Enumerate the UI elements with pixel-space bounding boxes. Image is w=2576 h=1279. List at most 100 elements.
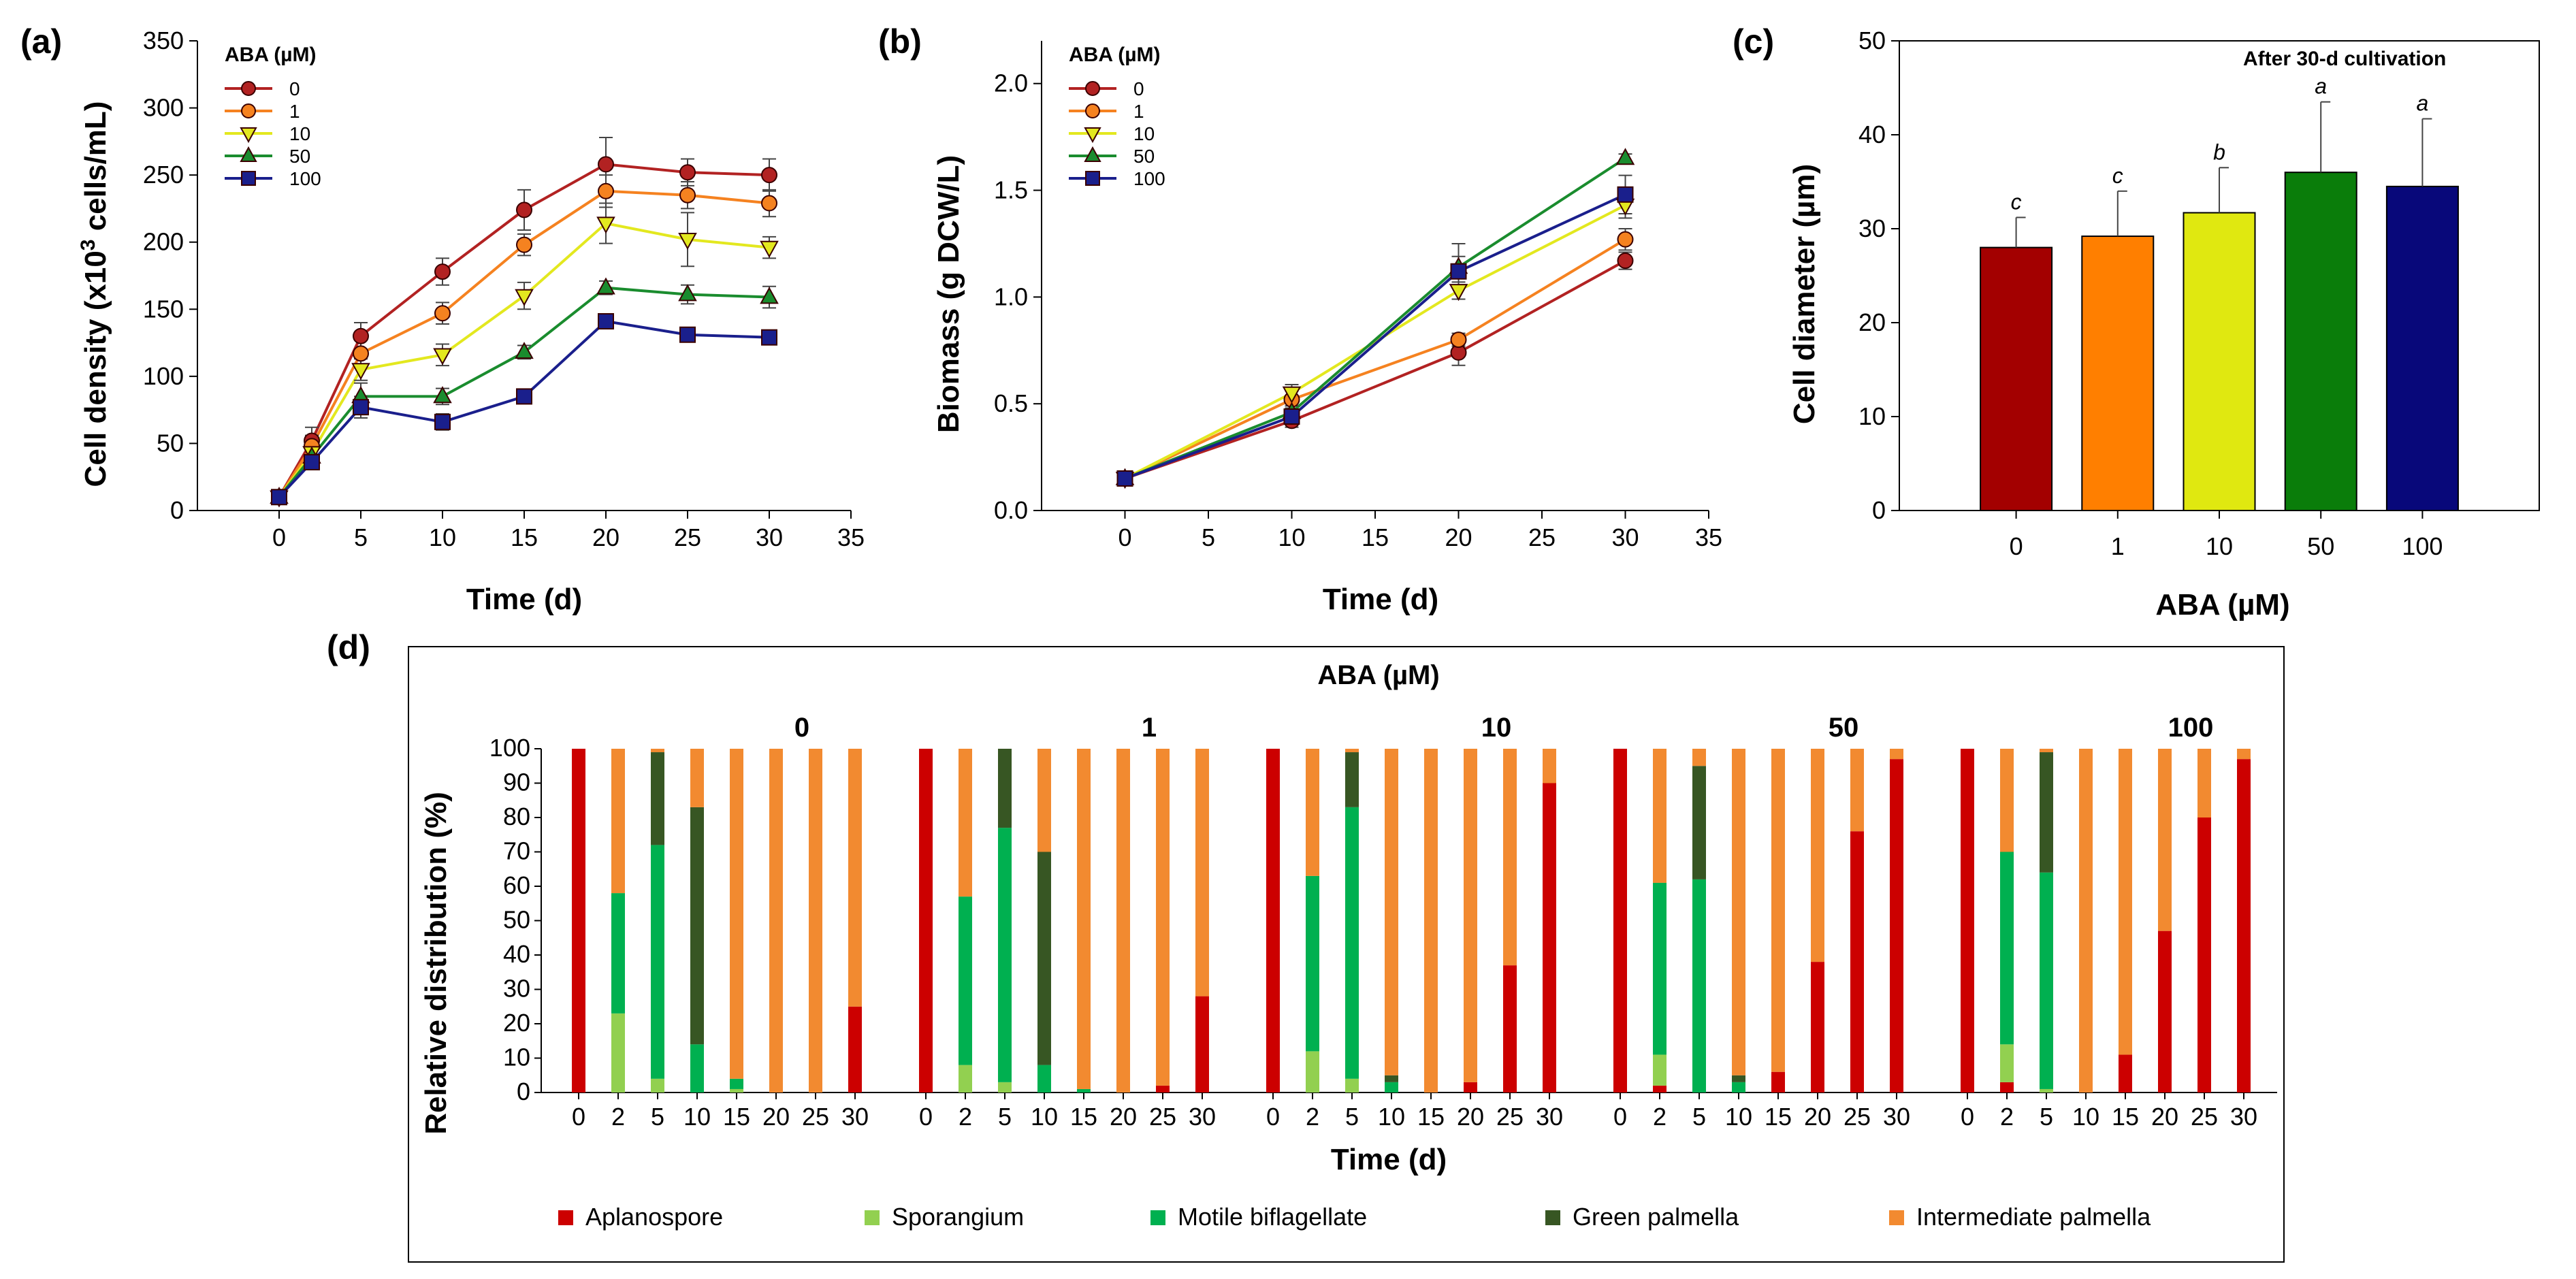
panel-c-ylabel: Cell diameter (µm) [1788, 164, 1821, 424]
a-series-0-point [516, 201, 532, 218]
d-xtick-label-50-30: 30 [1883, 1103, 1910, 1131]
d-xtick-label-50-15: 15 [1765, 1103, 1792, 1131]
c-xtick-label-10: 10 [2206, 532, 2233, 560]
b-series-0-point [1617, 253, 1634, 270]
d-bar-10-5-intermediate-palmella [1345, 749, 1359, 753]
d-xtick-label-1-15: 15 [1070, 1103, 1097, 1131]
d-bar-0-20-intermediate-palmella [769, 749, 783, 1092]
d-xtick-label-1-25: 25 [1149, 1103, 1176, 1131]
d-bar-1-10-motile-biflagellate [1037, 1065, 1051, 1092]
a-series-10-point [351, 363, 370, 381]
b-legend-marker-10 [1084, 127, 1101, 144]
d-bar-10-10-motile-biflagellate [1385, 1082, 1398, 1092]
d-bar-100-5-green-palmella [2040, 752, 2053, 873]
d-xtick-label-10-15: 15 [1417, 1103, 1445, 1131]
b-xtick-label: 15 [1362, 523, 1389, 551]
d-bar-50-25-aplanospore [1850, 831, 1864, 1092]
d-bar-10-30-aplanospore [1543, 783, 1556, 1092]
d-bar-10-5-motile-biflagellate [1345, 807, 1359, 1079]
d-bar-100-5-sporangium [2040, 1088, 2053, 1092]
d-xtick-label-100-30: 30 [2230, 1103, 2257, 1131]
d-bar-10-2-sporangium [1306, 1051, 1319, 1092]
d-bar-10-25-intermediate-palmella [1503, 749, 1517, 966]
d-bar-0-15-intermediate-palmella [730, 749, 743, 1079]
a-xtick-label: 35 [837, 523, 865, 551]
panel-c-annotation: After 30-d cultivation [2243, 48, 2446, 70]
a-series-1-line [278, 189, 770, 498]
c-significance-50: a [2315, 74, 2327, 99]
b-series-10-point [1449, 284, 1468, 302]
panel-a: (a) Cell density (x103 cells/mL) Time (d… [20, 22, 865, 616]
a-series-50-point [596, 277, 615, 295]
d-bar-1-20-intermediate-palmella [1116, 749, 1130, 1092]
d-bar-100-30-aplanospore [2237, 759, 2251, 1092]
b-series-1-line [1124, 238, 1626, 480]
a-series-100-point [304, 454, 320, 471]
d-bar-50-15-aplanospore [1771, 1071, 1785, 1092]
d-legend-swatch-2 [1150, 1210, 1165, 1225]
a-legend-label-100: 100 [289, 168, 321, 189]
d-legend-swatch-1 [865, 1210, 880, 1225]
d-xtick-label-50-25: 25 [1844, 1103, 1871, 1131]
d-ytick-label: 10 [503, 1043, 530, 1071]
a-legend-marker-1 [241, 103, 256, 118]
b-legend-label-1: 1 [1133, 101, 1144, 122]
a-series-50-point [433, 386, 452, 404]
d-bar-100-2-aplanospore [2000, 1082, 2014, 1092]
b-series-0-line [1124, 259, 1626, 480]
d-bar-50-30-intermediate-palmella [1890, 749, 1903, 760]
d-xtick-label-10-10: 10 [1378, 1103, 1405, 1131]
b-series-100-line [1124, 193, 1626, 480]
panel-d-frame [408, 646, 2285, 1263]
d-bar-10-10-green-palmella [1385, 1075, 1398, 1082]
d-bar-1-30-aplanospore [1195, 996, 1209, 1092]
d-bar-1-5-sporangium [998, 1082, 1012, 1092]
d-ytick-label: 90 [503, 768, 530, 796]
c-ytick-label: 50 [1858, 27, 1886, 54]
panel-d-ylabel: Relative distribution (%) [419, 792, 453, 1135]
b-ytick-label: 1.0 [994, 282, 1028, 310]
a-series-10-point [760, 240, 779, 258]
d-xtick-label-0-10: 10 [683, 1103, 711, 1131]
d-bar-1-25-intermediate-palmella [1156, 749, 1170, 1086]
a-series-0-line [278, 163, 770, 498]
d-bar-50-5-motile-biflagellate [1692, 879, 1706, 1092]
c-significance-10: b [2213, 140, 2225, 164]
b-ytick-label: 2.0 [994, 69, 1028, 97]
a-series-10-line [278, 221, 770, 498]
a-legend-marker-0 [241, 81, 256, 96]
d-bar-1-2-sporangium [959, 1065, 972, 1092]
d-bar-100-20-intermediate-palmella [2158, 749, 2172, 931]
d-bar-50-30-aplanospore [1890, 759, 1903, 1092]
a-xtick-label: 15 [511, 523, 538, 551]
a-series-100-point [598, 313, 614, 330]
b-xtick-label: 30 [1611, 523, 1639, 551]
a-legend-marker-10 [240, 127, 257, 144]
d-bar-10-0-aplanospore [1266, 749, 1280, 1092]
c-significance-1: c [2112, 163, 2123, 188]
d-ytick-label: 70 [503, 837, 530, 865]
panel-d-xlabel: Time (d) [1331, 1143, 1447, 1176]
a-legend-marker-50 [240, 146, 257, 162]
d-ytick-label: 60 [503, 871, 530, 899]
c-ytick-label: 20 [1858, 308, 1886, 336]
d-bar-0-10-green-palmella [690, 807, 704, 1045]
d-ytick-label: 40 [503, 940, 530, 968]
a-series-50-point [678, 284, 697, 302]
b-xtick-label: 5 [1202, 523, 1215, 551]
d-xtick-label-100-15: 15 [2112, 1103, 2139, 1131]
d-bar-100-0-aplanospore [1961, 749, 1974, 1092]
a-legend-label-0: 0 [289, 78, 300, 99]
d-bar-100-15-intermediate-palmella [2119, 749, 2132, 1055]
panel-d: (d) ABA (µM) Relative distribution (%) T… [327, 628, 2285, 1263]
b-xtick-label: 25 [1528, 523, 1556, 551]
d-ytick-label: 80 [503, 803, 530, 830]
c-xtick-label-1: 1 [2111, 532, 2125, 560]
d-bar-10-10-intermediate-palmella [1385, 749, 1398, 1075]
d-xtick-label-1-5: 5 [998, 1103, 1012, 1131]
panel-a-label: (a) [20, 22, 62, 61]
d-xtick-label-50-10: 10 [1725, 1103, 1752, 1131]
a-series-50-point [515, 342, 534, 359]
a-ytick-label: 350 [143, 27, 184, 54]
a-xtick-label: 5 [354, 523, 368, 551]
